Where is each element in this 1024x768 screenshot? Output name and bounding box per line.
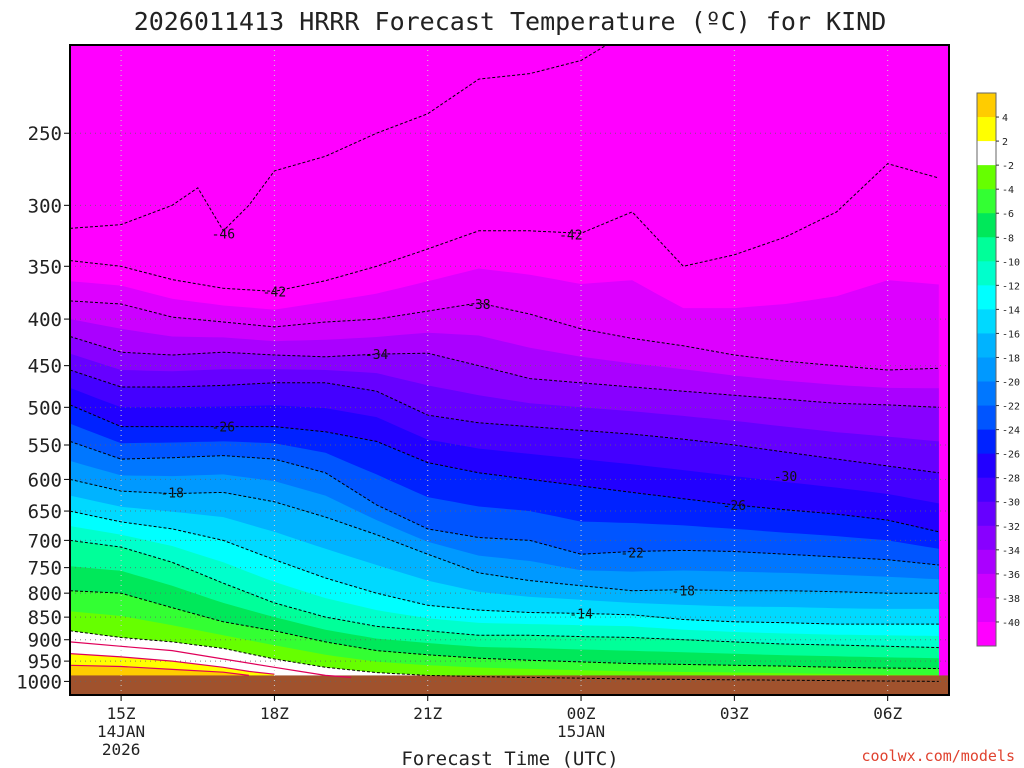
colorbar-label-9: -16 xyxy=(1002,329,1020,340)
y-tick-label-550: 550 xyxy=(28,435,62,457)
x-date-label-3: 15JAN xyxy=(557,722,605,741)
plot-area xyxy=(70,45,949,695)
y-tick-label-500: 500 xyxy=(28,397,62,419)
colorbar-label-17: -32 xyxy=(1002,522,1020,533)
colorbar-swatch-4 xyxy=(977,189,996,214)
colorbar-swatch-11 xyxy=(977,357,996,382)
x-tick-label-00Z: 00Z xyxy=(567,704,596,723)
colorbar-swatch-2 xyxy=(977,141,996,166)
y-tick-label-650: 650 xyxy=(28,501,62,523)
x-axis-label: Forecast Time (UTC) xyxy=(401,748,618,768)
colorbar-swatch-6 xyxy=(977,237,996,262)
colorbar-label-0: 4 xyxy=(1002,113,1008,124)
isotherm-label-11: -14 xyxy=(569,607,593,622)
colorbar-swatch-19 xyxy=(977,550,996,575)
colorbar-label-13: -24 xyxy=(1002,426,1020,437)
y-tick-label-1000: 1000 xyxy=(16,671,62,693)
credit-text: coolwx.com/models xyxy=(861,747,1015,765)
x-year-label-0: 2026 xyxy=(102,740,141,759)
colorbar-label-19: -36 xyxy=(1002,570,1020,581)
colorbar-swatch-22 xyxy=(977,622,996,647)
colorbar-swatch-8 xyxy=(977,285,996,310)
colorbar-swatch-20 xyxy=(977,574,996,599)
colorbar: 4 2 -2 -4 -6 -8 -10 -12 -14 -16 -18 -20 -22 -24 -26 -28… xyxy=(977,93,1020,647)
colorbar-swatch-5 xyxy=(977,213,996,238)
ground-surface xyxy=(70,675,949,695)
x-tick-label-18Z: 18Z xyxy=(260,704,289,723)
colorbar-label-11: -20 xyxy=(1002,378,1020,389)
colorbar-label-4: -6 xyxy=(1002,209,1014,220)
colorbar-label-21: -40 xyxy=(1002,618,1020,629)
colorbar-label-6: -10 xyxy=(1002,257,1020,268)
y-tick-label-250: 250 xyxy=(28,123,62,145)
y-tick-label-350: 350 xyxy=(28,256,62,278)
isotherm-label-3: -38 xyxy=(467,298,490,313)
colorbar-label-5: -8 xyxy=(1002,233,1014,244)
isotherm-label-9: -18 xyxy=(160,486,183,501)
colorbar-label-3: -4 xyxy=(1002,185,1014,196)
y-tick-label-400: 400 xyxy=(28,309,62,331)
colorbar-label-18: -34 xyxy=(1002,546,1020,557)
isotherm-label-7: -26 xyxy=(723,499,746,514)
colorbar-label-10: -18 xyxy=(1002,353,1020,364)
y-tick-label-750: 750 xyxy=(28,558,62,580)
colorbar-swatch-16 xyxy=(977,478,996,503)
y-tick-label-850: 850 xyxy=(28,607,62,629)
y-axis: 2503003504004505005506006507007508008509… xyxy=(16,123,70,693)
colorbar-swatch-9 xyxy=(977,309,996,334)
y-tick-label-300: 300 xyxy=(28,195,62,217)
isotherm-label-4: -34 xyxy=(365,348,389,363)
colorbar-label-15: -28 xyxy=(1002,474,1020,485)
y-tick-label-900: 900 xyxy=(28,630,62,652)
colorbar-label-8: -14 xyxy=(1002,305,1020,316)
colorbar-label-7: -12 xyxy=(1002,281,1020,292)
chart-title: 2026011413 HRRR Forecast Temperature (ºC… xyxy=(134,7,887,36)
colorbar-swatch-12 xyxy=(977,382,996,407)
y-tick-label-600: 600 xyxy=(28,469,62,491)
isotherm-label-0: -46 xyxy=(212,227,235,242)
x-tick-label-06Z: 06Z xyxy=(873,704,902,723)
isotherm-label-5: -30 xyxy=(774,470,797,485)
colorbar-swatch-14 xyxy=(977,430,996,455)
isotherm-label-8: -22 xyxy=(620,547,643,562)
colorbar-swatch-1 xyxy=(977,117,996,142)
y-tick-label-800: 800 xyxy=(28,583,62,605)
isotherm-label-1: -42 xyxy=(263,285,286,300)
colorbar-label-20: -38 xyxy=(1002,594,1020,605)
isotherm-label-2: -42 xyxy=(559,229,582,244)
colorbar-label-12: -22 xyxy=(1002,402,1020,413)
hrrr-temperature-chart: 2026011413 HRRR Forecast Temperature (ºC… xyxy=(0,0,1024,768)
x-date-label-0: 14JAN xyxy=(97,722,145,741)
x-tick-label-21Z: 21Z xyxy=(413,704,442,723)
colorbar-swatch-13 xyxy=(977,406,996,431)
colorbar-swatch-0 xyxy=(977,93,996,118)
colorbar-swatch-15 xyxy=(977,454,996,479)
colorbar-label-14: -26 xyxy=(1002,450,1020,461)
x-tick-label-15Z: 15Z xyxy=(107,704,136,723)
y-tick-label-950: 950 xyxy=(28,651,62,673)
colorbar-swatch-10 xyxy=(977,333,996,358)
isotherm-label-10: -18 xyxy=(672,585,695,600)
colorbar-label-1: 2 xyxy=(1002,137,1008,148)
x-tick-label-03Z: 03Z xyxy=(720,704,749,723)
colorbar-swatch-21 xyxy=(977,598,996,623)
colorbar-swatch-7 xyxy=(977,261,996,286)
colorbar-swatch-3 xyxy=(977,165,996,190)
isotherm-label-6: -26 xyxy=(212,421,235,436)
y-tick-label-450: 450 xyxy=(28,356,62,378)
y-tick-label-700: 700 xyxy=(28,530,62,552)
colorbar-swatch-18 xyxy=(977,526,996,551)
colorbar-label-16: -30 xyxy=(1002,498,1020,509)
colorbar-swatch-17 xyxy=(977,502,996,527)
colorbar-label-2: -2 xyxy=(1002,161,1014,172)
